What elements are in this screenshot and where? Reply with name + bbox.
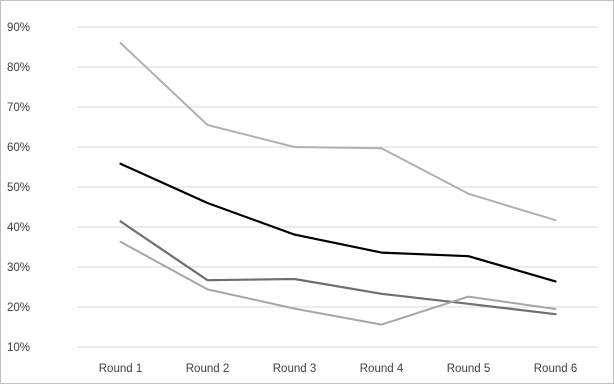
y-tick-label: 80% — [7, 62, 30, 74]
x-tick-label: Round 2 — [186, 363, 229, 375]
series-line-2 — [119, 162, 557, 283]
series-line-4 — [119, 240, 557, 326]
x-tick-label: Round 4 — [360, 363, 404, 375]
series-line-1 — [119, 42, 557, 222]
x-tick-label: Round 5 — [447, 363, 490, 375]
y-tick-label: 70% — [7, 102, 30, 114]
y-axis-ticks: 10% 20% 30% 40% 50% 60% 70% 80% 90% — [7, 22, 30, 354]
x-axis-ticks: Round 1 Round 2 Round 3 Round 4 Round 5 Round… — [99, 363, 577, 375]
y-tick-label: 20% — [7, 302, 30, 314]
y-tick-label: 60% — [7, 142, 30, 154]
y-tick-label: 10% — [7, 342, 30, 354]
x-tick-label: Round 1 — [99, 363, 142, 375]
y-tick-label: 50% — [7, 182, 30, 194]
y-tick-label: 90% — [7, 22, 30, 34]
x-tick-label: Round 3 — [273, 363, 316, 375]
y-tick-label: 40% — [7, 222, 30, 234]
x-tick-label: Round 6 — [534, 363, 577, 375]
series-line-3 — [119, 220, 557, 316]
series-lines — [119, 42, 557, 326]
y-tick-label: 30% — [7, 262, 30, 274]
